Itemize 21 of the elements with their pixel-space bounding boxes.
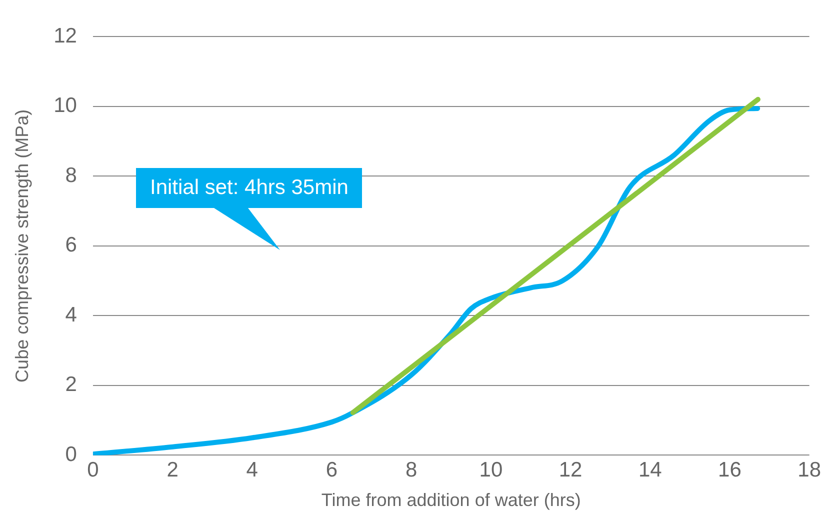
y-tick-label: 8 (65, 164, 77, 187)
x-tick-label: 4 (246, 458, 258, 482)
y-tick-label: 10 (54, 94, 77, 118)
x-tick-label: 18 (798, 458, 821, 482)
x-tick-label: 16 (718, 458, 742, 482)
y-axis-title: Cube compressive strength (MPa) (12, 109, 32, 382)
x-tick-label: 2 (166, 458, 178, 482)
x-tick-label: 12 (558, 458, 582, 482)
x-tick-label: 10 (479, 458, 503, 482)
y-tick-label: 2 (65, 373, 77, 396)
x-tick-label: 14 (638, 458, 662, 482)
speech-callout: Initial set: 4hrs 35min (136, 168, 362, 250)
y-tick-label: 6 (65, 234, 77, 257)
x-tick-label: 6 (326, 458, 338, 482)
y-tick-label: 0 (65, 442, 77, 466)
annotation: Initial set: 4hrs 35min (136, 168, 362, 208)
x-tick-label: 0 (87, 458, 99, 482)
x-tick-label: 8 (406, 458, 418, 482)
y-tick-label: 4 (65, 303, 78, 326)
x-axis-title: Time from addition of water (hrs) (321, 490, 581, 510)
y-tick-label: 12 (54, 24, 77, 48)
